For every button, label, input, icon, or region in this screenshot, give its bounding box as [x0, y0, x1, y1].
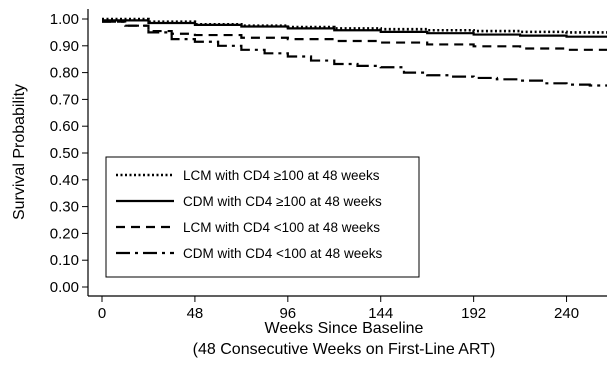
y-tick-label: 0.10 [50, 252, 79, 269]
y-tick-label: 0.90 [50, 38, 79, 55]
legend: LCM with CD4 ≥100 at 48 weeks CDM with CD… [105, 156, 420, 278]
x-tick-label: 96 [279, 305, 296, 322]
legend-label-1: LCM with CD4 ≥100 at 48 weeks [183, 168, 380, 183]
legend-box [105, 156, 420, 278]
legend-label-3: LCM with CD4 <100 at 48 weeks [183, 220, 380, 235]
y-tick-label: 0.30 [50, 199, 79, 216]
x-tick-label: 192 [461, 305, 486, 322]
y-tick-label: 0.20 [50, 225, 79, 242]
series-line-1 [102, 17, 607, 34]
x-axis-title: Weeks Since Baseline [265, 320, 424, 337]
y-tick-label: 0.70 [50, 91, 79, 108]
x-tick-label: 240 [554, 305, 579, 322]
x-tick-label: 48 [187, 305, 204, 322]
y-axis-title: Survival Probability [11, 84, 28, 220]
series-line-2 [102, 19, 607, 38]
legend-label-4: CDM with CD4 <100 at 48 weeks [183, 246, 382, 261]
x-tick-label: 144 [368, 305, 393, 322]
y-tick-label: 0.60 [50, 118, 79, 135]
series-line-4 [102, 20, 607, 87]
y-tick-label: 1.00 [50, 11, 79, 28]
x-axis-subtitle: (48 Consecutive Weeks on First-Line ART) [193, 341, 496, 358]
y-tick-label: 0.00 [50, 279, 79, 296]
legend-label-2: CDM with CD4 ≥100 at 48 weeks [183, 194, 382, 209]
y-tick-label: 0.80 [50, 65, 79, 82]
y-tick-label: 0.40 [50, 172, 79, 189]
series-line-3 [102, 20, 607, 51]
axes: 0.00 0.10 0.20 0.30 0.40 0.50 0.60 0.70 0.80 0.90… [50, 9, 607, 322]
y-tick-label: 0.50 [50, 145, 79, 162]
x-tick-label: 0 [98, 305, 106, 322]
series-layer [102, 17, 607, 87]
